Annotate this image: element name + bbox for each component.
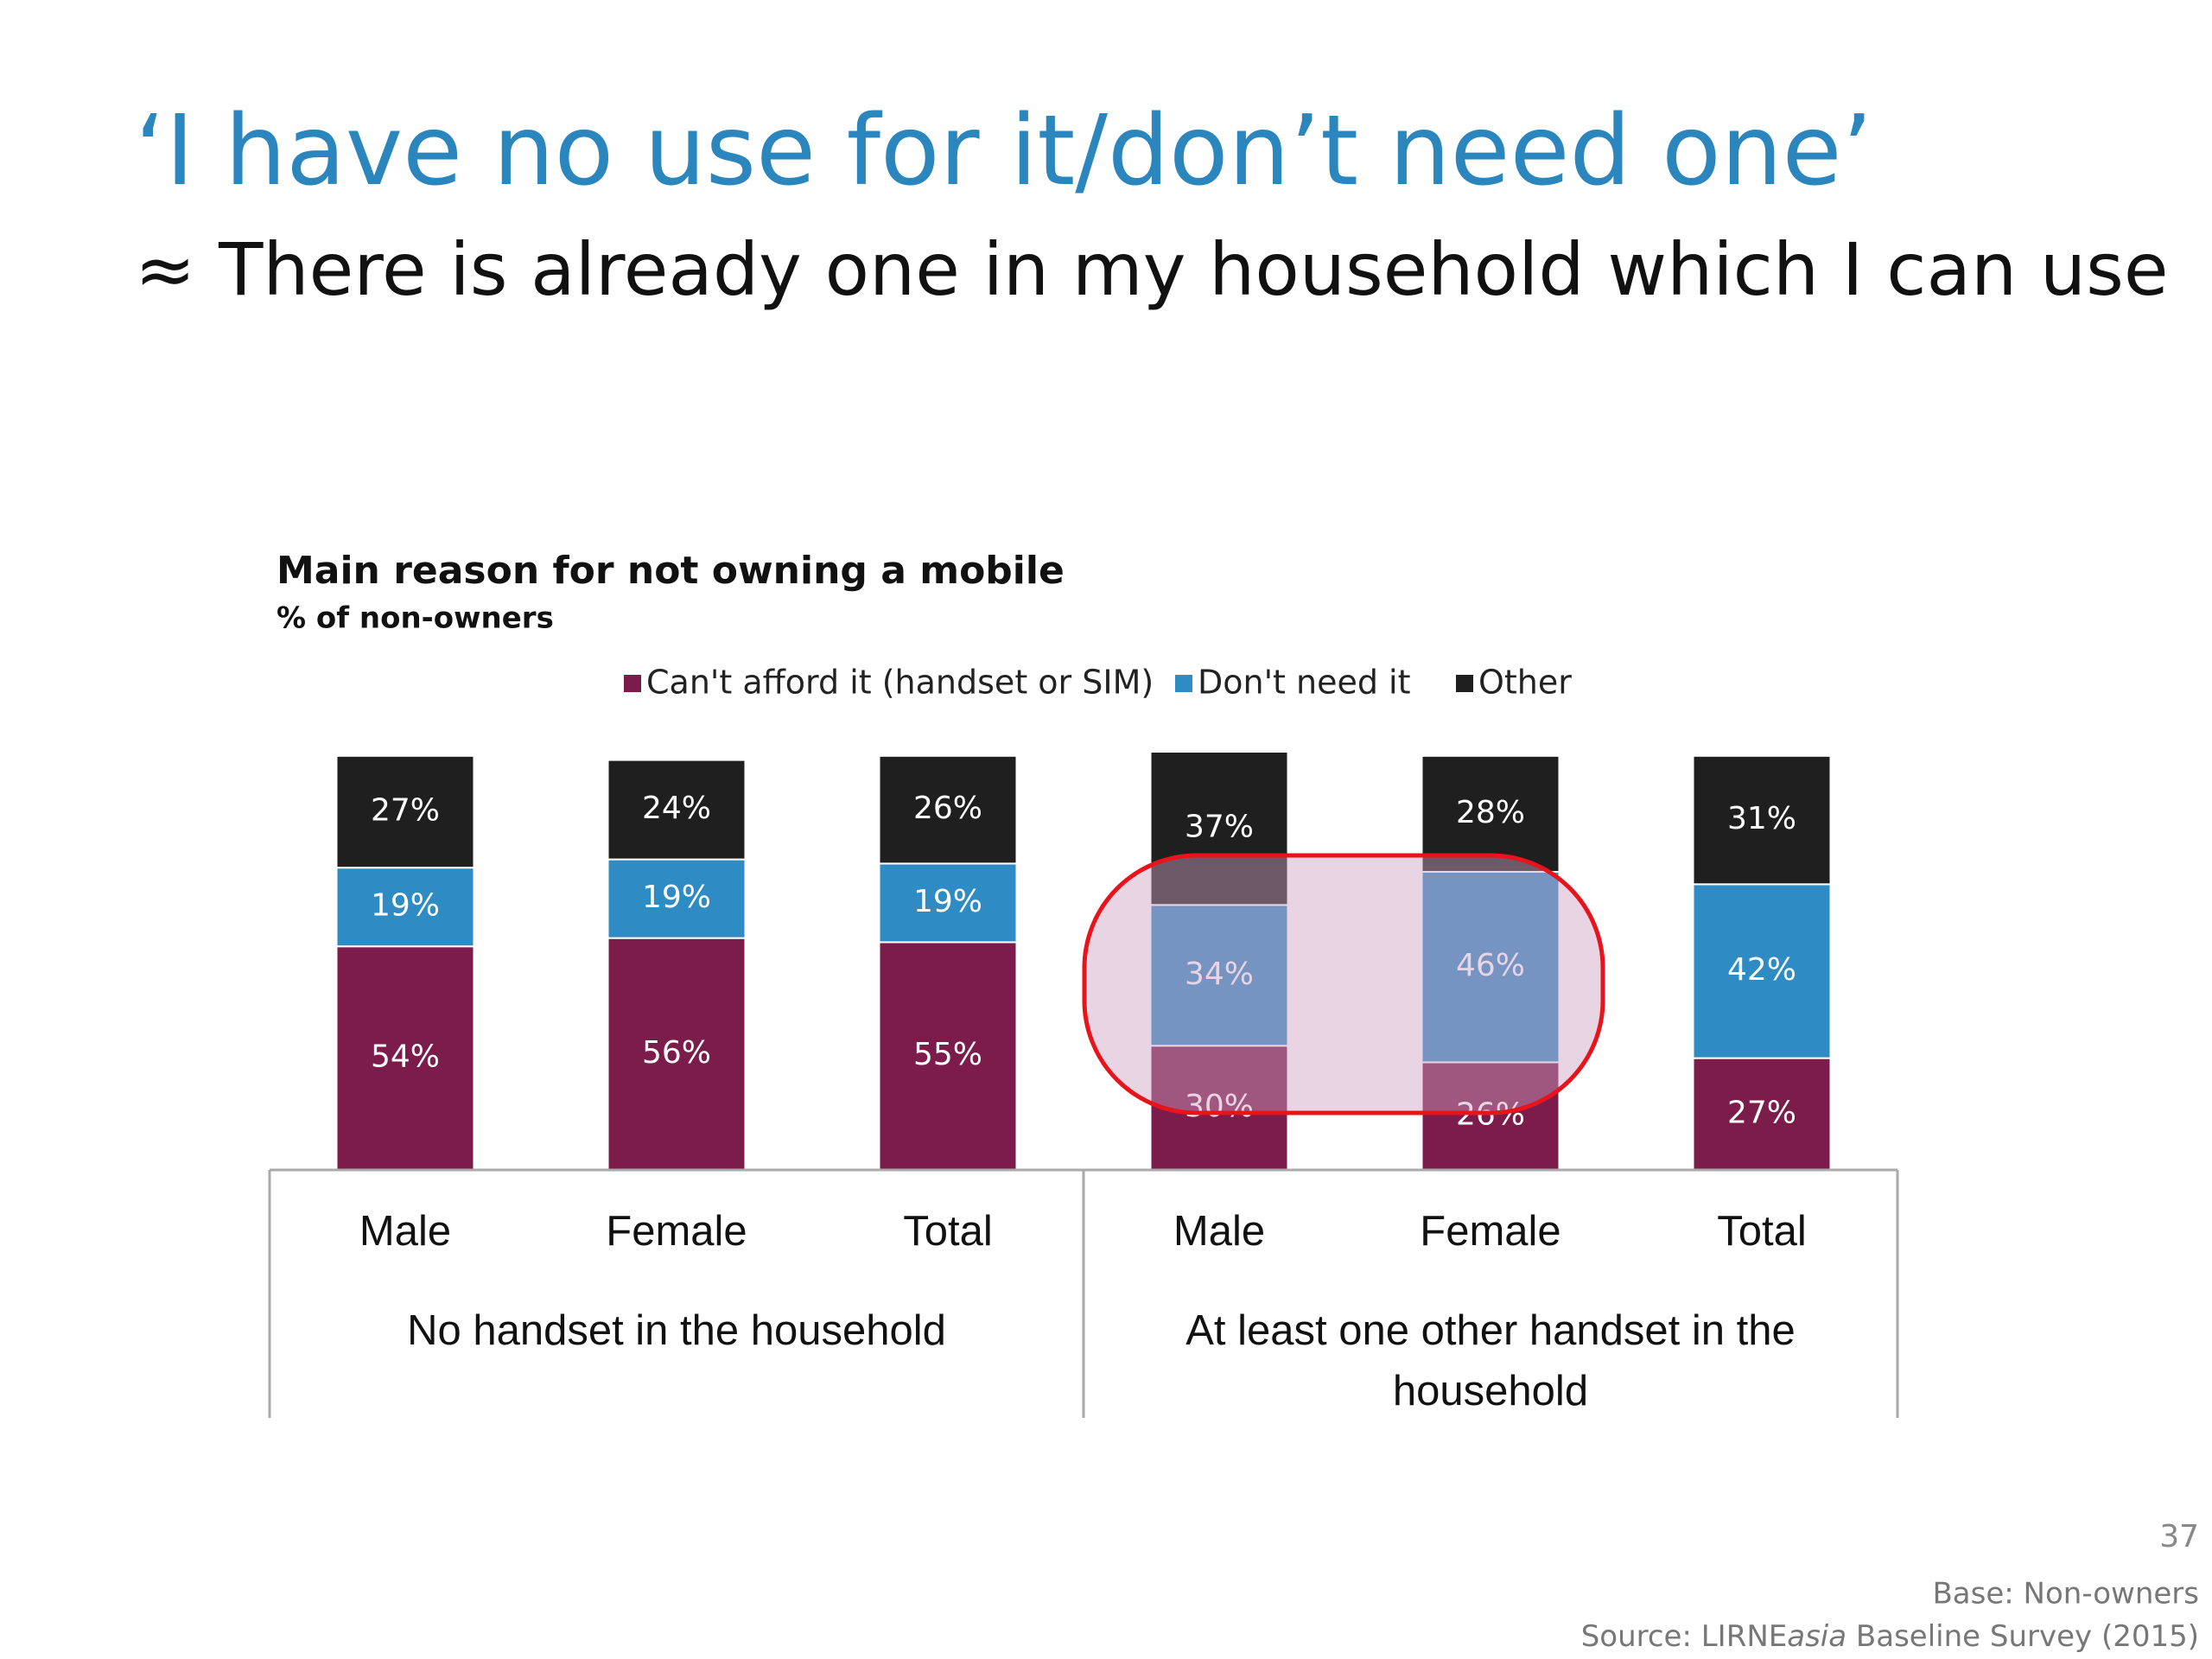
- data-label: 56%: [642, 1035, 711, 1071]
- data-label: 55%: [913, 1037, 982, 1072]
- data-label: 37%: [1185, 810, 1254, 845]
- data-label: 30%: [1185, 1089, 1254, 1124]
- slide-subtitle: ≈ There is already one in my household w…: [135, 227, 2169, 312]
- legend-label: Can't afford it (handset or SIM): [646, 664, 1154, 702]
- bar-segment: [607, 858, 747, 939]
- data-label: 27%: [371, 792, 440, 828]
- bar-segment: [1421, 754, 1560, 873]
- data-label: 46%: [1456, 948, 1525, 983]
- group-label: No handset in the household: [407, 1307, 946, 1354]
- source-part: Source: LIRNE: [1581, 1619, 1788, 1654]
- bar-segment: [607, 759, 747, 861]
- bar-segment: [1692, 1057, 1832, 1172]
- bars: 54%19%27%56%19%24%55%19%26%30%34%37%26%4…: [335, 751, 1832, 1172]
- legend-swatch: [624, 675, 641, 692]
- legend-label: Other: [1478, 664, 1572, 702]
- data-label: 34%: [1185, 957, 1254, 992]
- bar-segment: [1692, 754, 1832, 886]
- bar-segment: [335, 754, 475, 869]
- data-label: 31%: [1727, 801, 1796, 836]
- page-number: 37: [2159, 1519, 2199, 1554]
- x-tick-label: Male: [359, 1208, 451, 1255]
- x-tick-label: Female: [1420, 1208, 1560, 1255]
- x-tick-label: Female: [606, 1208, 747, 1255]
- bar-segment: [1421, 870, 1560, 1064]
- legend-swatch: [1456, 675, 1473, 692]
- data-label: 19%: [371, 888, 440, 924]
- data-label: 26%: [913, 791, 982, 826]
- bar-segment: [607, 937, 747, 1171]
- bar-segment: [335, 867, 475, 948]
- legend-swatch: [1175, 675, 1192, 692]
- x-tick-label: Total: [1717, 1208, 1807, 1255]
- bar-segment: [878, 862, 1018, 944]
- highlight: [1082, 853, 1605, 1116]
- source-part: asia: [1787, 1619, 1847, 1654]
- chart-subtitle: % of non-owners: [276, 601, 554, 636]
- data-label: 28%: [1456, 795, 1525, 830]
- data-label: 24%: [642, 791, 711, 826]
- bar-segment: [1149, 1045, 1289, 1172]
- category-frame: [268, 1168, 1899, 1418]
- legend: Can't afford it (handset or SIM) Don't ne…: [624, 664, 1572, 702]
- data-label: 19%: [642, 880, 711, 915]
- data-label: 54%: [371, 1039, 440, 1075]
- data-label: 42%: [1727, 952, 1796, 988]
- base-note: Base: Non-owners: [1932, 1577, 2199, 1611]
- group-label: At least one other handset in the househ…: [1185, 1307, 1796, 1414]
- bar-segment: [1149, 751, 1289, 906]
- bar-segment: [1421, 1061, 1560, 1171]
- source-part: Baseline Survey (2015): [1856, 1619, 2199, 1654]
- source-note: Source: LIRNEasia Baseline Survey (2015): [1581, 1619, 2199, 1654]
- data-label: 19%: [913, 884, 982, 919]
- bar-segment: [878, 754, 1018, 865]
- legend-label: Don't need it: [1198, 664, 1411, 702]
- x-tick-label: Total: [903, 1208, 993, 1255]
- data-label: 27%: [1727, 1095, 1796, 1130]
- bar-segment: [878, 941, 1018, 1172]
- slide-title: ‘I have no use for it/don’t need one’: [135, 95, 1872, 207]
- x-tick-label: Male: [1173, 1208, 1265, 1255]
- chart-title: Main reason for not owning a mobile: [276, 549, 1065, 593]
